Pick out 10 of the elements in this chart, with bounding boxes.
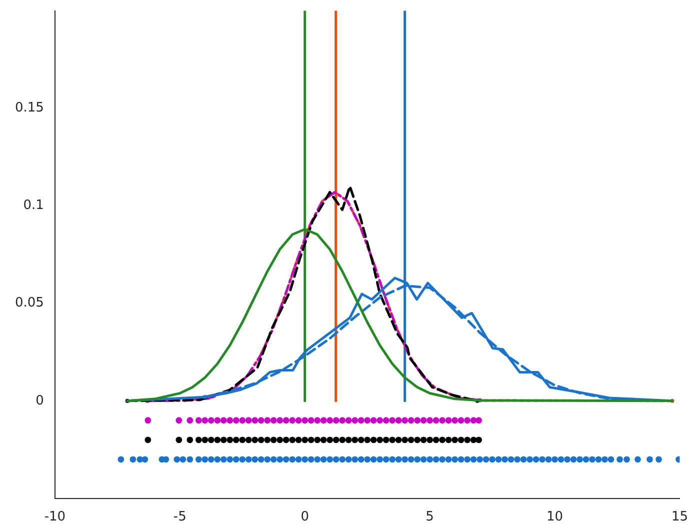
x-tick-label: -10 (44, 510, 66, 525)
y-tick-label: 0 (36, 393, 44, 408)
x-tick-label: 5 (426, 510, 434, 525)
y-tick-label: 0.05 (14, 296, 44, 311)
y-tick-label: 0.1 (23, 198, 44, 214)
y-tick-label: 0.15 (14, 100, 44, 116)
x-tick-label: 15 (671, 510, 688, 525)
x-tick-label: 10 (546, 510, 564, 525)
x-tick-label: 0 (300, 510, 309, 525)
x-tick-label: -5 (173, 510, 186, 525)
